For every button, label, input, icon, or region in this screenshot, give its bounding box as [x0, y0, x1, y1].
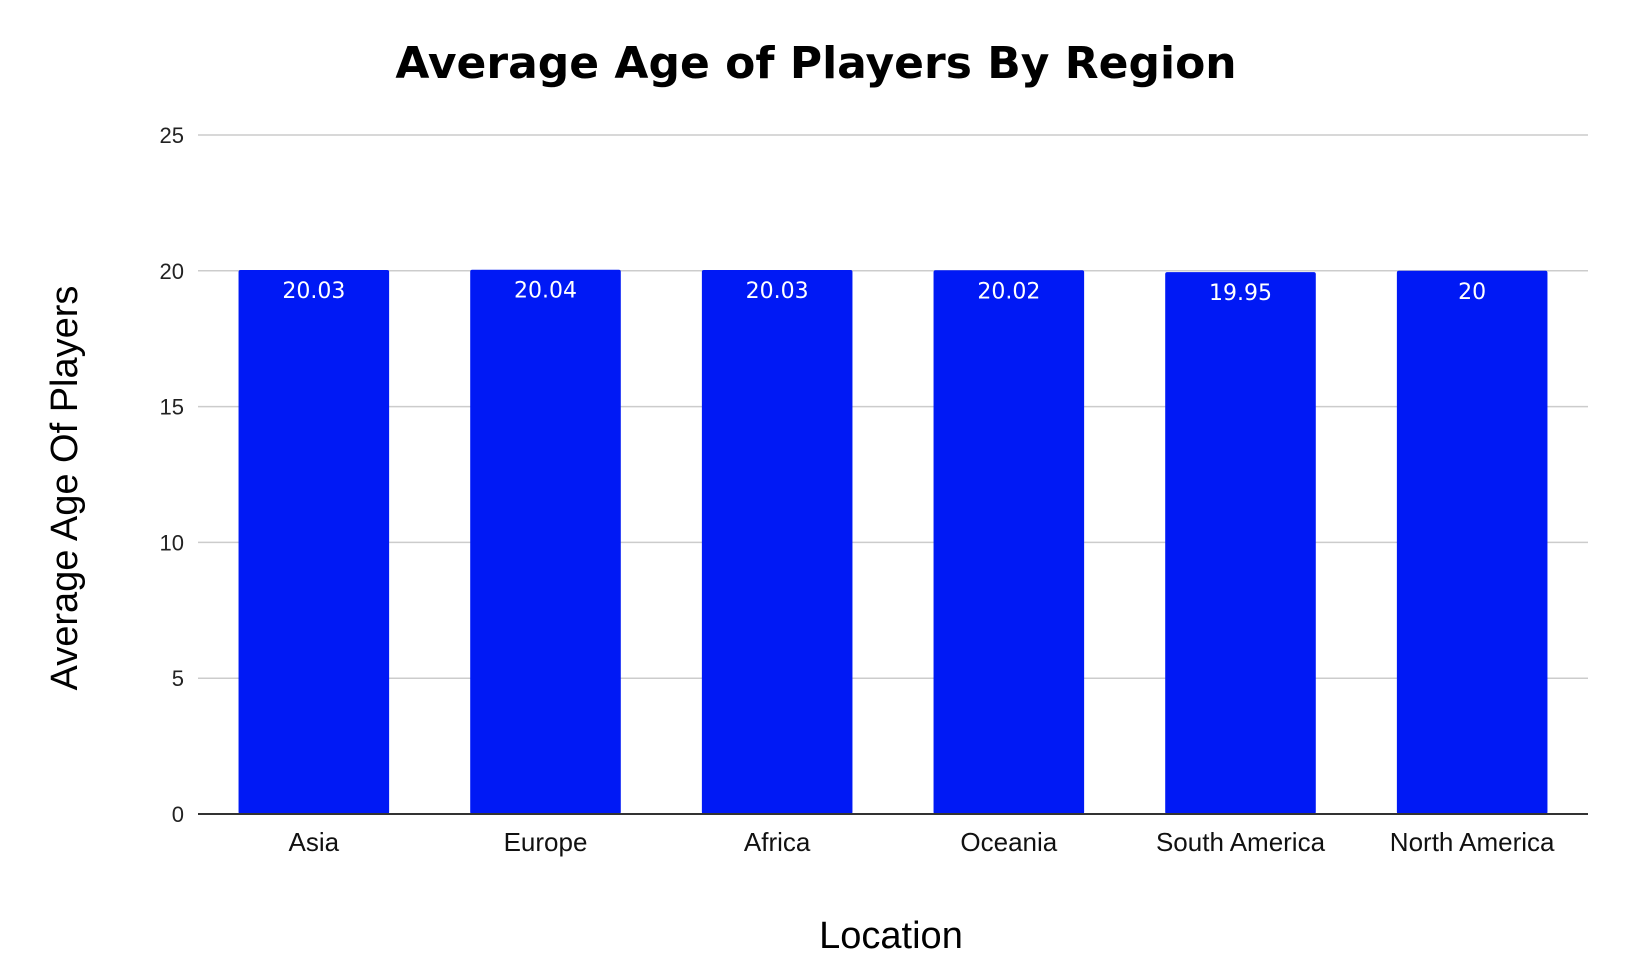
- bar-oceania: [933, 270, 1085, 814]
- x-tick-label: Africa: [744, 827, 811, 857]
- data-label: 20.04: [514, 279, 577, 304]
- x-tick-label: Asia: [289, 827, 340, 857]
- bar-north-america: [1396, 270, 1548, 814]
- y-tick-label: 20: [160, 259, 184, 284]
- data-labels: 20.03 20.04 20.03 20.02 19.95 20: [282, 279, 1486, 306]
- data-label: 20.03: [746, 279, 809, 304]
- x-tick-label: South America: [1156, 827, 1326, 857]
- x-tick-label: Europe: [504, 827, 588, 857]
- bars: [238, 269, 1548, 815]
- bar-asia: [238, 269, 390, 814]
- y-axis-ticks: 0 5 10 15 20 25: [160, 123, 184, 827]
- data-label: 20.02: [977, 279, 1040, 304]
- bar-south-america: [1165, 272, 1316, 815]
- y-tick-label: 0: [172, 802, 184, 827]
- y-tick-label: 10: [160, 530, 184, 555]
- bar-europe: [470, 269, 621, 814]
- x-tick-label: Oceania: [960, 827, 1057, 857]
- data-label: 20.03: [282, 279, 345, 304]
- y-tick-label: 25: [160, 123, 184, 148]
- x-axis-ticks: Asia Europe Africa Oceania South America Nort…: [289, 827, 1556, 857]
- chart-title: Average Age of Players By Region: [395, 38, 1236, 89]
- x-axis-title: Location: [819, 915, 963, 957]
- data-label: 19.95: [1209, 281, 1272, 306]
- y-axis-title: Average Age Of Players: [44, 286, 86, 691]
- gridlines: [198, 134, 1588, 679]
- bar-africa: [701, 269, 853, 814]
- data-label: 20: [1458, 280, 1486, 305]
- y-tick-label: 15: [160, 395, 184, 420]
- x-tick-label: North America: [1390, 827, 1555, 857]
- y-tick-label: 5: [172, 666, 184, 691]
